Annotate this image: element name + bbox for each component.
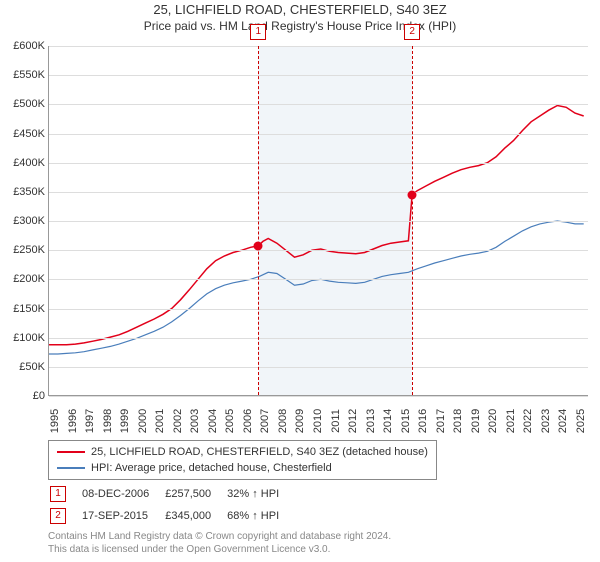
x-axis-label: 2025 (575, 409, 587, 433)
x-axis-label: 2008 (277, 409, 289, 433)
gridline (49, 221, 588, 222)
x-axis-label: 1997 (84, 409, 96, 433)
x-axis-label: 2014 (382, 409, 394, 433)
sale-marker-icon: 2 (50, 508, 66, 524)
footnote-line: Contains HM Land Registry data © Crown c… (48, 530, 391, 543)
gridline (49, 367, 588, 368)
footnote: Contains HM Land Registry data © Crown c… (48, 530, 391, 556)
y-axis-label: £500K (3, 98, 45, 110)
y-axis-label: £400K (3, 157, 45, 169)
legend: 25, LICHFIELD ROAD, CHESTERFIELD, S40 3E… (48, 440, 437, 480)
x-axis-label: 1995 (49, 409, 61, 433)
gridline (49, 192, 588, 193)
x-axis-label: 2019 (470, 409, 482, 433)
chart-container: 25, LICHFIELD ROAD, CHESTERFIELD, S40 3E… (0, 2, 600, 562)
x-axis-label: 1998 (102, 409, 114, 433)
chart-plot-area: £0£50K£100K£150K£200K£250K£300K£350K£400… (48, 46, 588, 396)
x-axis-label: 2021 (505, 409, 517, 433)
x-axis-label: 1996 (67, 409, 79, 433)
y-axis-label: £0 (3, 390, 45, 402)
legend-label: HPI: Average price, detached house, Ches… (91, 462, 332, 474)
sale-marker-dot (254, 241, 263, 250)
sale-marker-dot (408, 190, 417, 199)
footnote-line: This data is licensed under the Open Gov… (48, 543, 391, 556)
y-axis-label: £450K (3, 128, 45, 140)
x-axis-label: 1999 (119, 409, 131, 433)
x-axis-label: 2018 (452, 409, 464, 433)
x-axis-label: 2006 (242, 409, 254, 433)
y-axis-label: £350K (3, 186, 45, 198)
sale-price: £257,500 (165, 484, 225, 504)
x-axis-label: 2024 (557, 409, 569, 433)
x-axis-label: 2022 (522, 409, 534, 433)
y-axis-label: £300K (3, 215, 45, 227)
x-axis-label: 2005 (224, 409, 236, 433)
sale-marker-icon: 1 (50, 486, 66, 502)
y-axis-label: £200K (3, 273, 45, 285)
x-axis-label: 2009 (294, 409, 306, 433)
gridline (49, 46, 588, 47)
x-axis-label: 2020 (487, 409, 499, 433)
x-axis-label: 2000 (137, 409, 149, 433)
y-axis-label: £100K (3, 332, 45, 344)
y-axis-label: £50K (3, 361, 45, 373)
sale-marker-line (412, 46, 413, 395)
chart-title: 25, LICHFIELD ROAD, CHESTERFIELD, S40 3E… (0, 2, 600, 17)
chart-subtitle: Price paid vs. HM Land Registry's House … (0, 19, 600, 33)
sale-marker-label: 1 (250, 24, 266, 40)
gridline (49, 338, 588, 339)
x-axis-label: 2004 (207, 409, 219, 433)
gridline (49, 309, 588, 310)
gridline (49, 104, 588, 105)
x-axis-label: 2003 (189, 409, 201, 433)
x-axis-label: 2015 (400, 409, 412, 433)
sale-marker-label: 2 (404, 24, 420, 40)
table-row: 1 08-DEC-2006 £257,500 32% ↑ HPI (50, 484, 293, 504)
series-hpi (49, 221, 584, 354)
y-axis-label: £600K (3, 40, 45, 52)
legend-row: 25, LICHFIELD ROAD, CHESTERFIELD, S40 3E… (57, 444, 428, 460)
sale-date: 17-SEP-2015 (82, 506, 163, 526)
x-axis-label: 2016 (417, 409, 429, 433)
sale-date: 08-DEC-2006 (82, 484, 163, 504)
x-axis-label: 2023 (540, 409, 552, 433)
sale-delta: 68% ↑ HPI (227, 506, 293, 526)
title-block: 25, LICHFIELD ROAD, CHESTERFIELD, S40 3E… (0, 2, 600, 33)
legend-swatch-hpi (57, 467, 85, 469)
x-axis-label: 2001 (154, 409, 166, 433)
sales-table: 1 08-DEC-2006 £257,500 32% ↑ HPI 2 17-SE… (48, 482, 295, 528)
x-axis-label: 2012 (347, 409, 359, 433)
gridline (49, 163, 588, 164)
legend-swatch-property (57, 451, 85, 453)
table-row: 2 17-SEP-2015 £345,000 68% ↑ HPI (50, 506, 293, 526)
sale-marker-line (258, 46, 259, 395)
x-axis-label: 2013 (365, 409, 377, 433)
sale-delta: 32% ↑ HPI (227, 484, 293, 504)
y-axis-label: £250K (3, 244, 45, 256)
y-axis-label: £150K (3, 303, 45, 315)
gridline (49, 250, 588, 251)
gridline (49, 75, 588, 76)
gridline (49, 279, 588, 280)
x-axis-label: 2011 (330, 409, 342, 433)
legend-row: HPI: Average price, detached house, Ches… (57, 460, 428, 476)
gridline (49, 396, 588, 397)
gridline (49, 134, 588, 135)
legend-label: 25, LICHFIELD ROAD, CHESTERFIELD, S40 3E… (91, 446, 428, 458)
sale-price: £345,000 (165, 506, 225, 526)
x-axis-label: 2002 (172, 409, 184, 433)
x-axis-label: 2007 (259, 409, 271, 433)
x-axis-label: 2010 (312, 409, 324, 433)
x-axis-label: 2017 (435, 409, 447, 433)
y-axis-label: £550K (3, 69, 45, 81)
